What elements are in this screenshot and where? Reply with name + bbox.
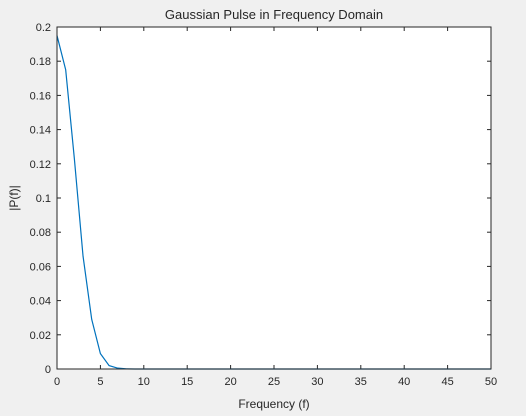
x-tick-label: 40 [398, 376, 410, 388]
y-tick-label: 0.02 [30, 330, 51, 342]
x-tick-label: 45 [441, 376, 453, 388]
y-tick-label: 0.16 [30, 90, 51, 102]
chart-title: Gaussian Pulse in Frequency Domain [165, 7, 383, 22]
axes-background [57, 27, 491, 369]
x-tick-label: 30 [311, 376, 323, 388]
axes-box [56, 26, 492, 370]
y-tick-label: 0.18 [30, 56, 51, 68]
x-tick-label: 50 [485, 376, 497, 388]
x-tick-label: 5 [97, 376, 103, 388]
y-axis-label: |P(f)| [7, 185, 21, 211]
y-tick-label: 0.04 [30, 296, 51, 308]
y-tick-label: 0.14 [30, 125, 51, 137]
x-tick-label: 15 [181, 376, 193, 388]
x-axis-label: Frequency (f) [238, 397, 309, 411]
x-tick-label: 35 [355, 376, 367, 388]
y-tick-label: 0.12 [30, 159, 51, 171]
x-tick-label: 25 [268, 376, 280, 388]
y-tick-label: 0.06 [30, 261, 51, 273]
y-tick-label: 0.08 [30, 227, 51, 239]
ticks-layer: 0 5 10 15 20 25 30 35 40 45 50 0 0.02 0.04 0.06 0.08 0.1… [30, 22, 498, 388]
y-tick-label: 0.1 [36, 193, 51, 205]
x-tick-label: 0 [54, 376, 60, 388]
y-tick-label: 0.2 [36, 22, 51, 34]
x-tick-label: 20 [224, 376, 236, 388]
x-tick-label: 10 [138, 376, 150, 388]
y-tick-label: 0 [45, 364, 51, 376]
